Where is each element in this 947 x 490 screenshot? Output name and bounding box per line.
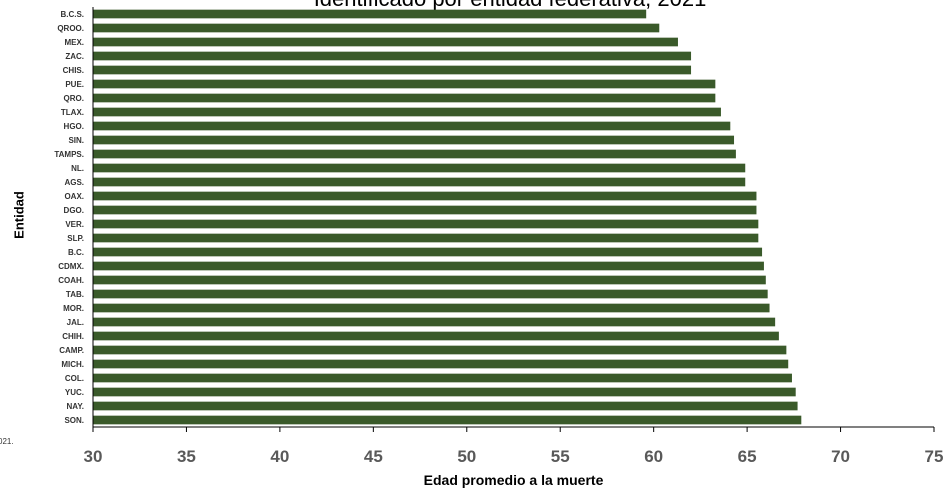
bar-zac bbox=[93, 51, 692, 61]
bar-camp bbox=[93, 345, 787, 355]
side-note: 021. bbox=[0, 437, 14, 446]
category-label: COAH. bbox=[58, 276, 84, 285]
category-label: TLAX. bbox=[61, 108, 84, 117]
category-label: OAX. bbox=[64, 192, 84, 201]
bar-col bbox=[93, 373, 792, 383]
category-label: MOR. bbox=[63, 304, 84, 313]
bar-tab bbox=[93, 289, 768, 299]
category-label: MICH. bbox=[61, 360, 84, 369]
bar-sin bbox=[93, 135, 735, 145]
bar-coah bbox=[93, 275, 766, 285]
bar-ver bbox=[93, 219, 759, 229]
x-tick-label: 35 bbox=[177, 447, 196, 466]
bar-dgo bbox=[93, 205, 757, 215]
chart-title: Identificado por entidad federativa, 202… bbox=[0, 0, 947, 12]
bar-oax bbox=[93, 191, 757, 201]
bar-pue bbox=[93, 79, 716, 89]
category-label: SLP. bbox=[67, 234, 84, 243]
category-label: DGO. bbox=[64, 206, 84, 215]
x-tick-label: 70 bbox=[831, 447, 850, 466]
category-label: HGO. bbox=[64, 122, 84, 131]
category-label: VER. bbox=[65, 220, 84, 229]
bar-bc bbox=[93, 247, 763, 257]
category-label: NL. bbox=[71, 164, 84, 173]
category-label: CHIH. bbox=[62, 332, 84, 341]
category-label: TAB. bbox=[66, 290, 84, 299]
x-tick-label: 60 bbox=[644, 447, 663, 466]
x-axis-title: Edad promedio a la muerte bbox=[423, 472, 604, 488]
category-label: ZAC. bbox=[65, 52, 84, 61]
bar-mex bbox=[93, 37, 678, 47]
bar-hgo bbox=[93, 121, 731, 131]
category-label: SON. bbox=[64, 416, 84, 425]
bar-slp bbox=[93, 233, 759, 243]
category-label: QRO. bbox=[64, 94, 84, 103]
category-label: COL. bbox=[65, 374, 84, 383]
x-tick-label: 55 bbox=[551, 447, 570, 466]
category-label: B.C. bbox=[68, 248, 84, 257]
bar-mich bbox=[93, 359, 789, 369]
bar-son bbox=[93, 415, 802, 425]
category-label: MEX. bbox=[64, 38, 84, 47]
x-tick-label: 75 bbox=[925, 447, 944, 466]
category-label: PUE. bbox=[65, 80, 84, 89]
x-tick-label: 30 bbox=[84, 447, 103, 466]
bar-qro bbox=[93, 93, 716, 103]
x-tick-label: 50 bbox=[457, 447, 476, 466]
category-label: QROO. bbox=[57, 24, 84, 33]
category-label: B.C.S. bbox=[60, 10, 84, 19]
bar-chih bbox=[93, 331, 779, 341]
bar-nay bbox=[93, 401, 798, 411]
bar-bcs bbox=[93, 9, 647, 19]
category-label: AGS. bbox=[64, 178, 84, 187]
bar-tamps bbox=[93, 149, 736, 159]
category-label: NAY. bbox=[67, 402, 85, 411]
category-label: CAMP. bbox=[59, 346, 84, 355]
category-label: TAMPS. bbox=[54, 150, 84, 159]
category-label: CDMX. bbox=[58, 262, 84, 271]
bar-yuc bbox=[93, 387, 796, 397]
bar-ags bbox=[93, 177, 746, 187]
x-tick-label: 65 bbox=[738, 447, 757, 466]
bar-tlax bbox=[93, 107, 721, 117]
x-tick-label: 40 bbox=[270, 447, 289, 466]
category-label: YUC. bbox=[65, 388, 84, 397]
x-tick-label: 45 bbox=[364, 447, 383, 466]
bar-jal bbox=[93, 317, 776, 327]
labels-layer: B.C.S. QROO. MEX. ZAC. CHIS. PUE. QRO. TLAX. HGO… bbox=[54, 10, 943, 466]
bar-chis bbox=[93, 65, 692, 75]
bar-cdmx bbox=[93, 261, 764, 271]
bar-nl bbox=[93, 163, 746, 173]
category-label: JAL. bbox=[67, 318, 84, 327]
bars-layer bbox=[93, 9, 802, 425]
bar-mor bbox=[93, 303, 770, 313]
category-label: SIN. bbox=[68, 136, 84, 145]
axis-layer bbox=[92, 7, 935, 432]
bar-qroo bbox=[93, 23, 660, 33]
category-label: CHIS. bbox=[63, 66, 84, 75]
